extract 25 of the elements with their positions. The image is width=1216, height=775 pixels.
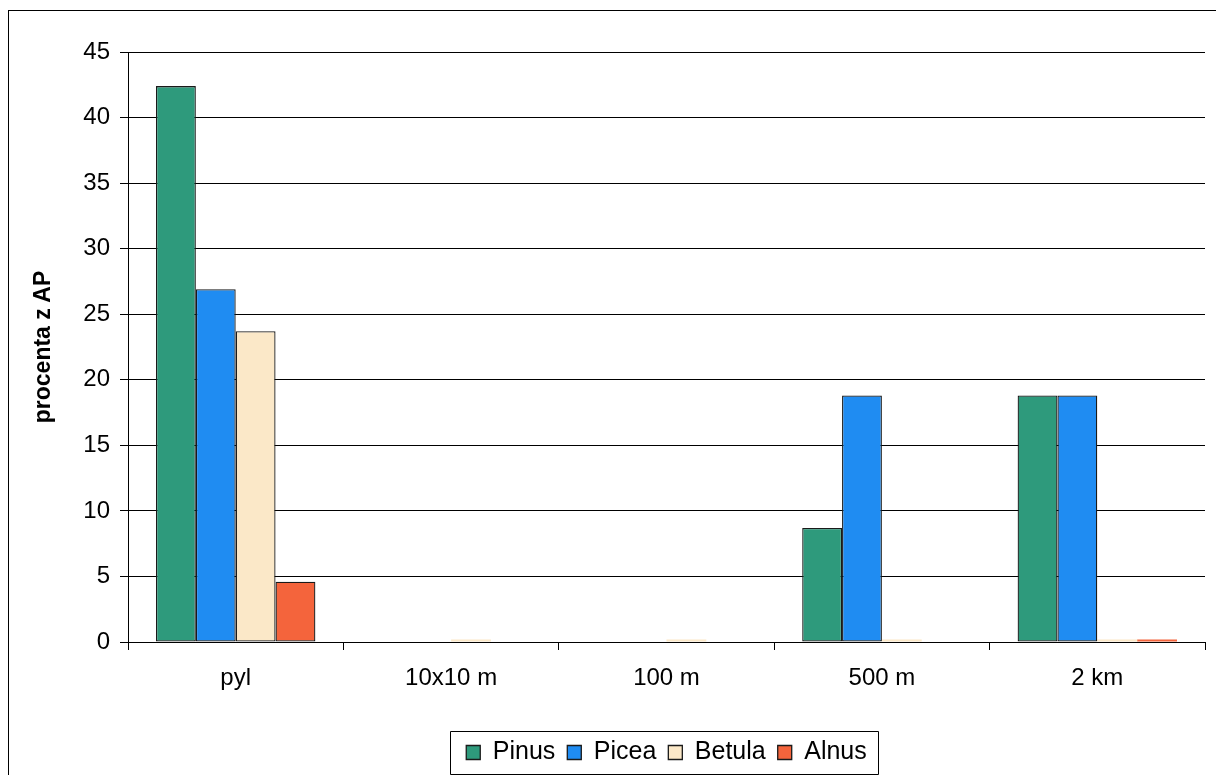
y-tick-label: 10 <box>83 495 110 523</box>
y-tick-label: 20 <box>83 364 110 392</box>
y-tick-label: 25 <box>83 298 110 326</box>
y-tick-label: 30 <box>83 233 110 261</box>
y-axis-title: procenta z AP <box>29 270 56 424</box>
legend-label: Betula <box>694 736 766 765</box>
bar <box>1137 639 1177 642</box>
y-tick-label: 40 <box>83 102 110 130</box>
y-tick-label: 0 <box>96 626 110 654</box>
bar <box>1097 639 1138 642</box>
legend-label: Alnus <box>804 736 867 765</box>
x-tick-label: 500 m <box>848 663 916 691</box>
x-tick-label: 10x10 m <box>405 663 498 691</box>
y-tick-label: 15 <box>83 429 110 457</box>
x-tick-label: 2 km <box>1071 663 1124 691</box>
bar <box>881 639 922 642</box>
y-tick-label: 5 <box>96 561 110 589</box>
bar <box>451 639 491 642</box>
legend-label: Pinus <box>492 736 556 765</box>
y-tick-label: 45 <box>83 36 110 64</box>
x-tick-label: 100 m <box>633 663 700 691</box>
x-tick-label: pyl <box>220 663 252 691</box>
bar <box>666 639 707 642</box>
y-tick-label: 35 <box>83 167 110 195</box>
legend-label: Picea <box>593 736 657 765</box>
